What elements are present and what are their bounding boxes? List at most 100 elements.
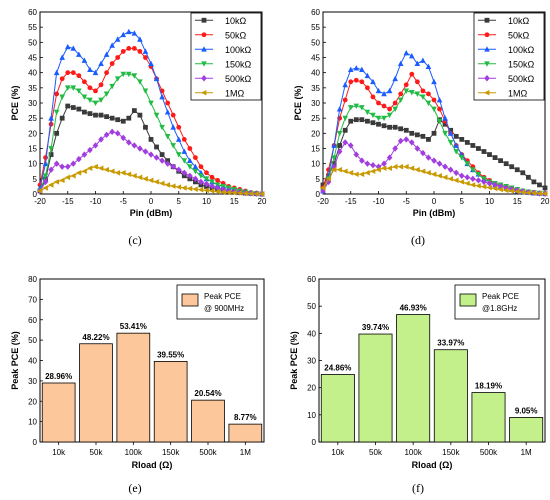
data-point bbox=[48, 115, 54, 121]
data-point bbox=[381, 123, 387, 129]
y-tick-label: 25 bbox=[28, 114, 37, 123]
data-point bbox=[87, 85, 93, 91]
data-point bbox=[92, 163, 98, 170]
data-point bbox=[426, 91, 431, 97]
data-point bbox=[82, 109, 87, 115]
y-tick-label: 0 bbox=[33, 438, 38, 447]
data-point bbox=[392, 163, 398, 170]
data-point bbox=[342, 81, 348, 88]
data-point bbox=[475, 183, 481, 189]
data-point bbox=[70, 45, 77, 51]
data-point bbox=[137, 79, 143, 85]
legend-marker bbox=[201, 46, 207, 52]
data-point bbox=[381, 103, 387, 109]
data-point bbox=[136, 174, 143, 181]
series-5 bbox=[320, 163, 548, 197]
data-point bbox=[225, 189, 232, 196]
data-point bbox=[470, 143, 476, 148]
x-tick-label: -5 bbox=[120, 197, 128, 206]
data-point bbox=[370, 94, 376, 100]
data-point bbox=[114, 169, 121, 176]
data-point bbox=[364, 72, 371, 79]
data-point bbox=[453, 169, 459, 176]
data-point bbox=[143, 124, 148, 130]
y-tick-label: 15 bbox=[311, 145, 320, 154]
data-point bbox=[336, 148, 343, 155]
data-point bbox=[403, 127, 409, 133]
data-point bbox=[142, 176, 148, 182]
data-point bbox=[397, 97, 404, 103]
data-point bbox=[114, 76, 121, 82]
data-point bbox=[347, 66, 354, 73]
x-tick-label: 5 bbox=[177, 197, 182, 206]
x-tick-label: -5 bbox=[403, 197, 411, 206]
y-tick-label: 0 bbox=[33, 190, 38, 199]
data-point bbox=[48, 121, 54, 127]
data-point bbox=[398, 91, 404, 97]
data-point bbox=[325, 176, 331, 182]
data-point bbox=[414, 132, 420, 138]
data-point bbox=[464, 180, 470, 187]
data-point bbox=[453, 177, 459, 184]
data-point bbox=[359, 66, 365, 73]
data-point bbox=[342, 115, 348, 122]
data-point bbox=[164, 133, 171, 140]
legend: 10kΩ 50kΩ 100kΩ 150kΩ 500kΩ 1MΩ bbox=[190, 12, 262, 101]
data-point bbox=[198, 173, 204, 179]
data-point bbox=[453, 142, 459, 148]
data-point bbox=[98, 112, 104, 118]
line-chart-c: 0 5 10 15 20 25 30 35 40 45 50 55 60 -20 -15 -10 -5 0 5 10 1… bbox=[10, 8, 267, 218]
bar bbox=[79, 343, 113, 443]
data-point bbox=[525, 174, 531, 180]
data-point bbox=[492, 155, 498, 160]
data-point bbox=[448, 127, 454, 133]
data-point bbox=[48, 166, 54, 173]
panel-label: (c) bbox=[128, 233, 141, 247]
data-point bbox=[342, 139, 348, 146]
y-tick-label: 0 bbox=[312, 438, 317, 447]
y-tick-label: 25 bbox=[311, 114, 320, 123]
data-point bbox=[70, 160, 77, 167]
data-point bbox=[120, 71, 127, 78]
data-point bbox=[65, 103, 71, 109]
data-point bbox=[209, 188, 215, 194]
data-point bbox=[375, 166, 381, 173]
y-tick-label: 50 bbox=[311, 38, 320, 47]
data-point bbox=[409, 89, 415, 96]
line-chart-d: 0 5 10 15 20 25 30 35 40 45 50 55 60 -20 -15 -10 -5 0 5 10 1… bbox=[293, 8, 550, 218]
data-point bbox=[170, 163, 176, 170]
data-point bbox=[336, 130, 343, 137]
data-point bbox=[458, 172, 465, 179]
x-tick-label: -15 bbox=[62, 197, 74, 206]
y-tick-label: 20 bbox=[311, 129, 320, 138]
data-point bbox=[104, 114, 109, 120]
data-point bbox=[475, 177, 482, 184]
data-point bbox=[59, 163, 65, 170]
data-point bbox=[476, 146, 481, 151]
legend-marker bbox=[201, 32, 207, 38]
data-point bbox=[170, 112, 176, 118]
data-point bbox=[43, 155, 48, 161]
data-point bbox=[192, 175, 199, 183]
data-point bbox=[486, 180, 493, 187]
legend-entry: 50kΩ bbox=[225, 30, 247, 40]
y-axis-label: Peak PCE (%) bbox=[289, 331, 299, 390]
data-point bbox=[531, 179, 537, 185]
data-point bbox=[92, 69, 99, 76]
data-point bbox=[142, 148, 149, 155]
data-point bbox=[347, 169, 354, 176]
x-tick-label: 0 bbox=[432, 197, 437, 206]
data-point bbox=[87, 111, 93, 117]
bar bbox=[358, 333, 393, 443]
data-point bbox=[353, 65, 360, 71]
data-point bbox=[370, 120, 376, 126]
data-point bbox=[76, 73, 82, 79]
data-point bbox=[425, 154, 432, 161]
bar-value-label: 48.22% bbox=[82, 333, 109, 342]
bar-chart-e: 0 10 20 30 40 50 60 70 80 28.96% 10k 48.22% 50k 53.41… bbox=[10, 275, 265, 470]
data-point bbox=[409, 52, 415, 59]
x-tick-label: 10k bbox=[331, 448, 345, 457]
x-tick-label: 5 bbox=[460, 197, 465, 206]
data-point bbox=[397, 163, 404, 170]
x-tick-label: -20 bbox=[34, 197, 46, 206]
